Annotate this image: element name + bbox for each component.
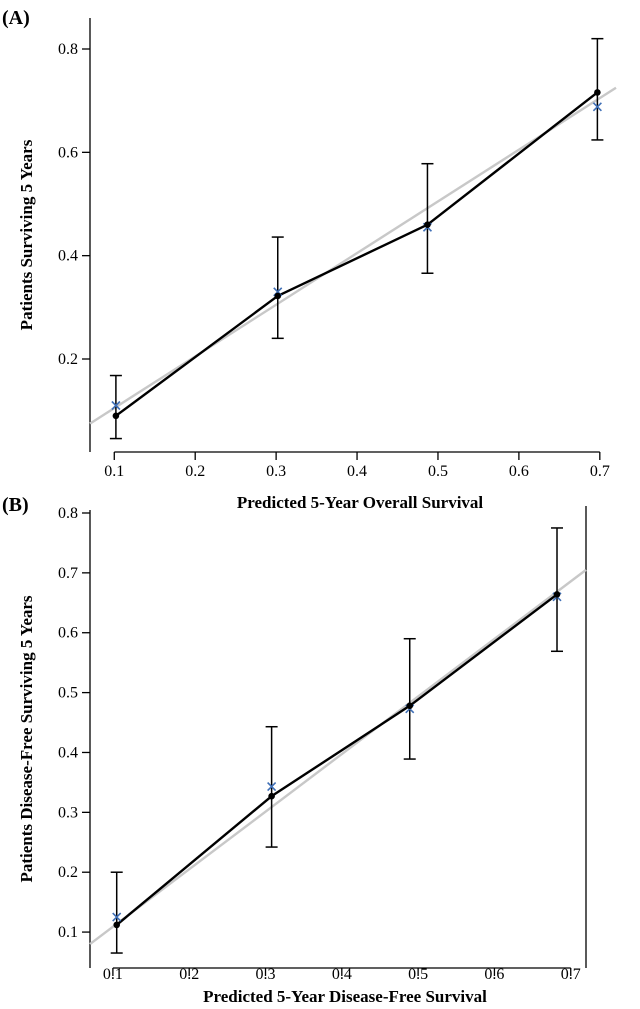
x-tick-label: 0.7 bbox=[590, 463, 610, 480]
y-tick-label: 0.1 bbox=[58, 924, 78, 941]
x-tick-label: 0.6 bbox=[509, 463, 529, 480]
observed-point bbox=[553, 591, 561, 598]
y-axis-title: Patients Surviving 5 Years bbox=[17, 139, 36, 330]
x-tick-label: 0.5 bbox=[408, 966, 428, 983]
y-tick-label: 0.8 bbox=[58, 41, 78, 58]
bias-corrected-point bbox=[111, 400, 121, 411]
y-tick-label: 0.3 bbox=[58, 804, 78, 821]
bias-corrected-point bbox=[267, 782, 277, 792]
x-tick-label: 0.3 bbox=[266, 463, 286, 480]
y-tick-label: 0.2 bbox=[58, 351, 78, 368]
x-tick-label: 0.1 bbox=[103, 966, 123, 983]
bias-corrected-point bbox=[592, 102, 602, 112]
calibration-line-segment bbox=[426, 91, 599, 226]
x-tick-label: 0.4 bbox=[332, 966, 352, 983]
observed-point bbox=[424, 221, 431, 228]
observed-point bbox=[268, 792, 275, 800]
y-tick-label: 0.6 bbox=[58, 625, 78, 642]
y-tick-label: 0.6 bbox=[58, 144, 78, 161]
observed-point bbox=[594, 89, 601, 96]
calibration-line-segment bbox=[409, 593, 558, 707]
observed-point bbox=[274, 292, 282, 300]
x-axis-title: Predicted 5-Year Disease-Free Survival bbox=[203, 987, 487, 1006]
y-tick-label: 0.8 bbox=[58, 505, 78, 522]
calibration-line-segment bbox=[277, 223, 428, 298]
x-tick-label: 0.4 bbox=[347, 463, 367, 480]
x-axis-title: Predicted 5-Year Overall Survival bbox=[237, 493, 484, 512]
panel-b: (B) 0.1 0.2 0.3 0.4 0.5 0.6 0.7 0.1 0.2 0.3 0.4 0.5 0… bbox=[2, 494, 587, 1006]
panel-label: (A) bbox=[2, 7, 30, 29]
calibration-line-segment bbox=[270, 704, 411, 798]
panel-label: (B) bbox=[2, 494, 29, 516]
calibration-line-segment bbox=[115, 795, 273, 926]
ideal-reference-line bbox=[89, 86, 617, 425]
observed-point bbox=[112, 412, 120, 420]
y-tick-label: 0.7 bbox=[58, 565, 78, 582]
x-tick-label: 0.2 bbox=[185, 463, 205, 480]
y-tick-label: 0.5 bbox=[58, 685, 78, 702]
x-tick-label: 0.7 bbox=[561, 966, 581, 983]
panel-a: (A) 0.1 0.2 0.3 0.4 0.5 0.6 0.7 0.2 0.4 0.6 0.8 Pred… bbox=[2, 7, 617, 512]
x-tick-label: 0.3 bbox=[256, 966, 276, 983]
x-tick-label: 0.5 bbox=[428, 463, 448, 480]
observed-point bbox=[113, 921, 121, 929]
x-tick-label: 0.2 bbox=[179, 966, 199, 983]
y-tick-label: 0.4 bbox=[58, 248, 78, 265]
observed-point bbox=[406, 702, 414, 710]
calibration-line-segment bbox=[115, 295, 279, 417]
y-tick-label: 0.4 bbox=[58, 744, 78, 761]
x-tick-label: 0.6 bbox=[484, 966, 504, 983]
x-tick-label: 0.1 bbox=[104, 463, 124, 480]
ideal-reference-line bbox=[89, 568, 587, 946]
y-axis-title: Patients Disease-Free Surviving 5 Years bbox=[17, 595, 36, 882]
bias-corrected-point bbox=[112, 912, 122, 922]
y-tick-label: 0.2 bbox=[58, 864, 78, 881]
